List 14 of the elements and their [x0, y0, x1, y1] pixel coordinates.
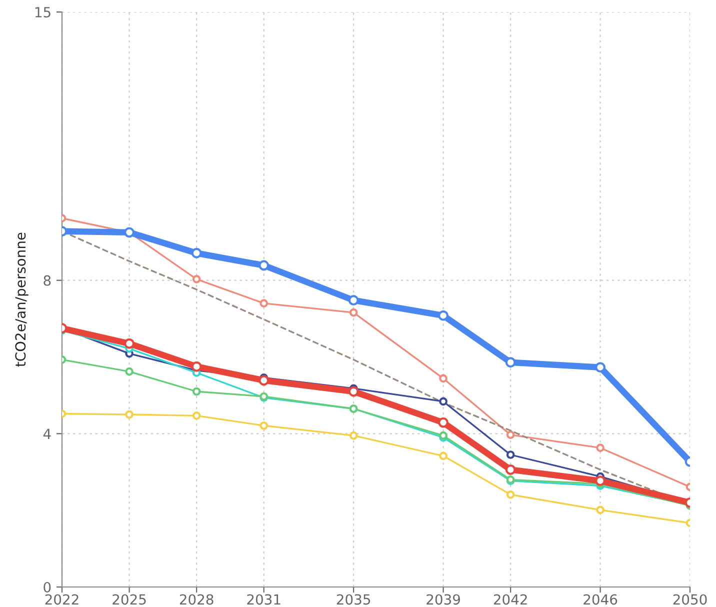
y-axis-title: tCO2e/an/personne [15, 232, 28, 367]
y-tick-label: 0 [44, 582, 51, 592]
x-tick-label: 2039 [426, 594, 460, 605]
x-tick-label: 2022 [45, 594, 78, 605]
x-tick-label: 2028 [180, 594, 214, 605]
x-tick-label: 2046 [584, 594, 618, 605]
x-tick-label: 2042 [494, 594, 527, 605]
x-tick-label: 2031 [247, 594, 280, 605]
x-tick-label: 2050 [673, 594, 707, 605]
y-tick-label: 4 [43, 428, 51, 439]
y-tick-label: 8 [44, 275, 51, 286]
x-tick-label: 2035 [336, 594, 370, 605]
x-tick-label: 2025 [112, 594, 146, 605]
y-tick-label: 15 [35, 7, 50, 18]
